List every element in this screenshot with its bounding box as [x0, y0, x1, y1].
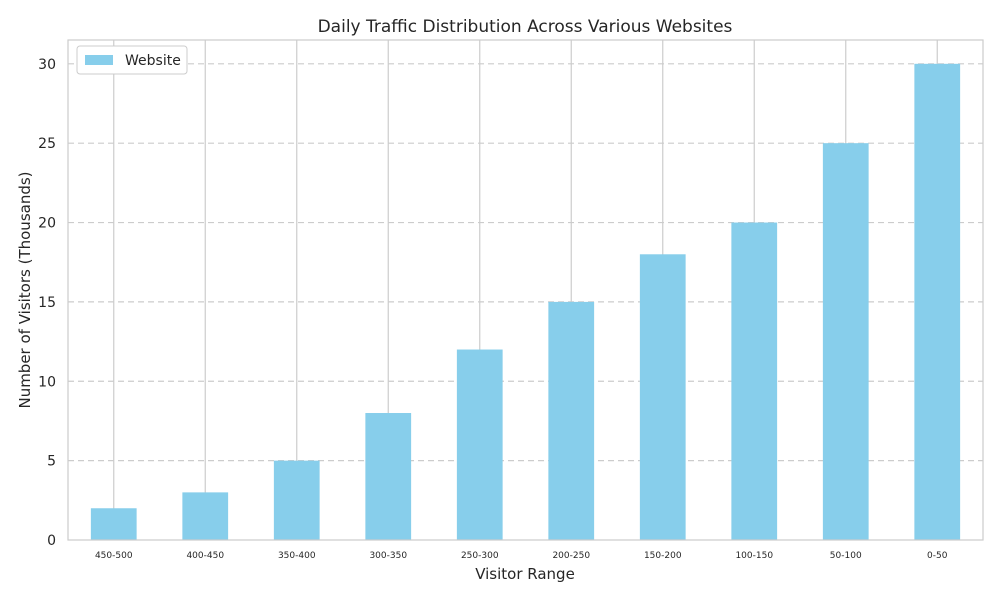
- x-tick-label: 50-100: [830, 551, 862, 561]
- x-axis-label: Visitor Range: [475, 565, 575, 583]
- x-tick-label: 150-200: [644, 551, 682, 561]
- x-tick-label: 400-450: [186, 551, 224, 561]
- bar: [548, 301, 595, 540]
- y-tick-label: 15: [38, 295, 56, 311]
- chart-title: Daily Traffic Distribution Across Variou…: [318, 17, 733, 37]
- y-tick-label: 10: [38, 374, 56, 390]
- x-tick-label: 450-500: [95, 551, 133, 561]
- y-tick-label: 30: [38, 57, 56, 73]
- legend-swatch: [85, 55, 113, 65]
- bar: [914, 63, 961, 541]
- x-tick-label: 200-250: [552, 551, 590, 561]
- y-tick-label: 20: [38, 216, 56, 232]
- bar: [639, 254, 686, 541]
- bar: [822, 143, 869, 540]
- x-tick-label: 100-150: [735, 551, 773, 561]
- x-tick-label: 0-50: [927, 551, 948, 561]
- y-tick-label: 25: [38, 136, 56, 152]
- bar: [731, 222, 778, 541]
- y-axis-label: Number of Visitors (Thousands): [16, 171, 34, 408]
- x-tick-label: 350-400: [278, 551, 316, 561]
- bar: [273, 460, 320, 540]
- plot-frame: [67, 39, 984, 541]
- x-tick-label: 250-300: [461, 551, 499, 561]
- bar: [90, 508, 137, 540]
- bar: [365, 413, 412, 540]
- legend-box: [76, 45, 188, 75]
- bar: [182, 492, 229, 540]
- x-axis-ticks: 450-500 400-450 350-400 300-350 250-300 200-2…: [95, 551, 948, 561]
- y-tick-label: 0: [47, 533, 56, 549]
- legend-label: Website: [125, 53, 181, 69]
- bars: [90, 63, 961, 541]
- y-tick-label: 5: [47, 454, 56, 470]
- legend: Website: [76, 45, 188, 75]
- bar: [456, 349, 503, 540]
- x-tick-label: 300-350: [369, 551, 407, 561]
- y-axis-ticks: 0 5 10 15 20 25 30: [38, 57, 56, 549]
